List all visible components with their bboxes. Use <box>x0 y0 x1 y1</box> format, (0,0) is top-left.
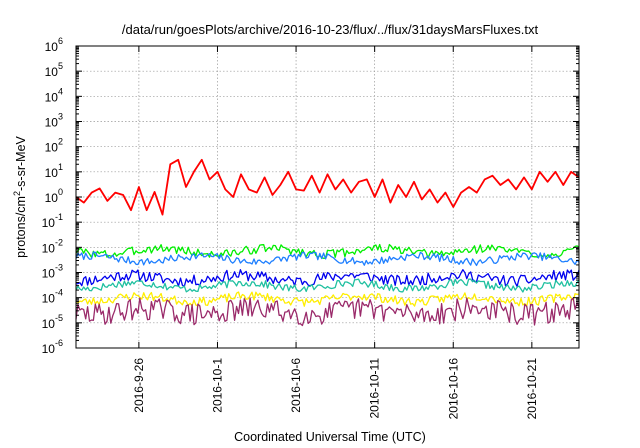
x-tick-label: 2016-10-6 <box>289 358 303 413</box>
series-line-2 <box>75 243 580 259</box>
chart-title: /data/run/goesPlots/archive/2016-10-23/f… <box>122 22 539 37</box>
y-tick-label: 104 <box>45 86 63 104</box>
x-axis-ticks: 2016-9-26 2016-10-1 2016-10-6 2016-10-11 201… <box>132 46 539 419</box>
y-tick-label: 100 <box>45 187 63 205</box>
series-line-4 <box>75 269 580 288</box>
plot-lines <box>75 158 580 327</box>
y-axis-label: protons/cm2-s-sr-MeV <box>12 135 28 257</box>
x-tick-label: 2016-10-21 <box>525 358 539 420</box>
y-tick-label: 10-4 <box>42 288 63 306</box>
y-tick-label: 10-2 <box>42 237 63 255</box>
y-axis-label-rest: -s-sr-MeV <box>14 135 28 191</box>
series-line-1 <box>75 158 580 216</box>
y-axis-ticks: 10-6 10-5 10-4 10-3 10-2 10-1 100 101 102 103 104 1… <box>42 36 579 356</box>
x-tick-label: 2016-10-1 <box>210 358 224 413</box>
y-tick-label: 106 <box>45 36 63 54</box>
x-axis-label: Coordinated Universal Time (UTC) <box>234 430 426 444</box>
y-tick-label: 10-1 <box>42 212 63 230</box>
series-line-7 <box>75 297 580 327</box>
x-tick-label: 2016-10-16 <box>446 358 460 420</box>
x-tick-label: 2016-9-26 <box>132 358 146 413</box>
y-tick-label: 102 <box>45 137 63 155</box>
plot-frame <box>75 45 580 349</box>
y-tick-label: 103 <box>45 112 63 130</box>
y-tick-label: 101 <box>45 162 63 180</box>
y-tick-label: 10-6 <box>42 338 63 356</box>
y-tick-label: 10-5 <box>42 313 63 331</box>
y-axis-label-base: protons/cm <box>14 196 28 258</box>
series-line-3 <box>75 251 580 267</box>
y-tick-label: 10-3 <box>42 263 63 281</box>
y-tick-label: 105 <box>45 61 63 79</box>
x-tick-label: 2016-10-11 <box>368 358 382 419</box>
series-line-5 <box>75 278 580 293</box>
y-axis-label-sup: 2 <box>12 191 22 196</box>
series-line-6 <box>75 291 580 307</box>
